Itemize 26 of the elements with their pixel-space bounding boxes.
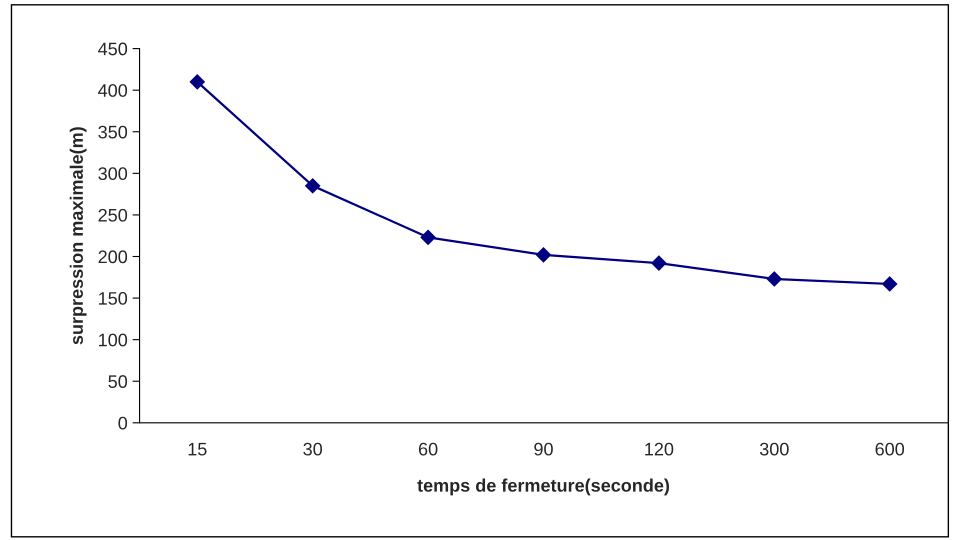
y-tick-label: 0 [118, 416, 128, 430]
y-tick-label: 300 [98, 167, 128, 180]
y-tick-label: 350 [98, 126, 128, 138]
y-tick-label: 450 [98, 42, 128, 56]
point [305, 178, 320, 194]
y-tick-label: 200 [98, 250, 128, 264]
point [420, 230, 436, 245]
y-axis-title: surpression maximale(m) [70, 127, 87, 344]
y-tick-label: 400 [98, 84, 128, 97]
x-tick-label: 60 [418, 442, 438, 456]
point [190, 74, 205, 90]
x-axis-title: temps de fermeture(seconde) [417, 478, 670, 496]
x-tick-label: 15 [188, 442, 207, 456]
point [651, 256, 666, 271]
y-tick-label: 50 [108, 375, 128, 388]
point [882, 276, 898, 292]
x-tick-label: 300 [760, 442, 789, 456]
point [766, 271, 782, 287]
y-tick-label: 150 [99, 292, 128, 305]
y-tick-label: 100 [99, 334, 128, 346]
x-tick-label: 120 [645, 442, 674, 456]
point [536, 247, 552, 262]
x-tick-label: 600 [876, 442, 904, 456]
x-tick-label: 90 [534, 442, 553, 456]
x-tick-label: 30 [303, 442, 322, 456]
y-tick-label: 250 [98, 208, 128, 222]
